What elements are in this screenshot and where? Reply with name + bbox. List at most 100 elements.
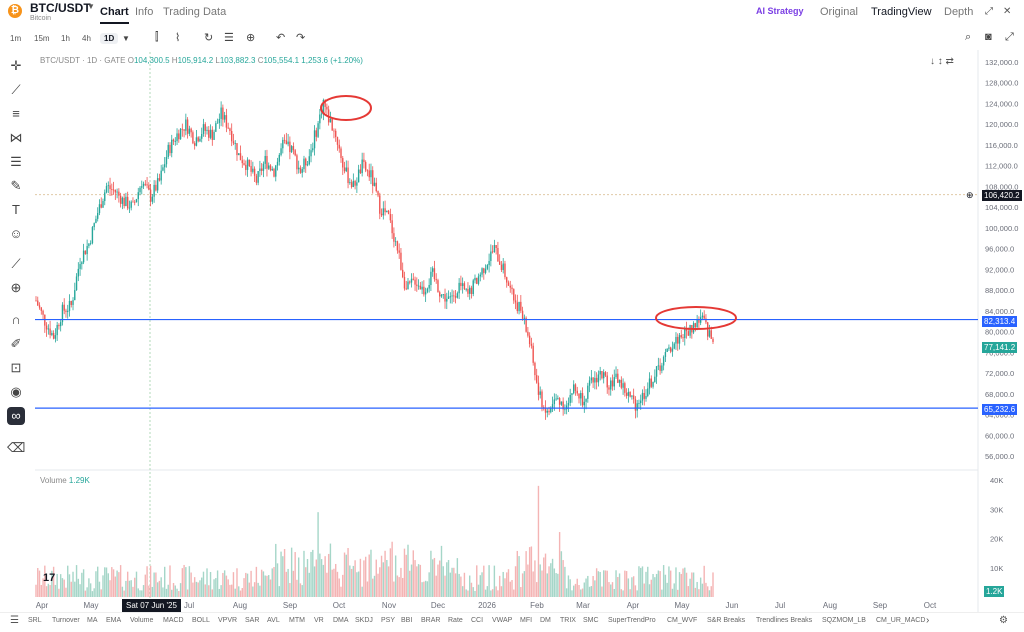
pair-title[interactable]: BTC/USDT bbox=[30, 1, 91, 15]
timeframe-1m[interactable]: 1m bbox=[10, 34, 22, 43]
chevron-right-icon[interactable]: › bbox=[926, 615, 930, 626]
ai-strategy-button[interactable]: AI Strategy bbox=[756, 6, 804, 16]
pattern-icon[interactable]: ⋈ bbox=[9, 130, 23, 145]
fullscreen-icon[interactable]: ⤢ bbox=[1005, 31, 1014, 43]
volume-bar bbox=[493, 565, 496, 597]
candle-body bbox=[317, 123, 319, 137]
timeframe-dropdown-icon[interactable]: ▼ bbox=[122, 34, 130, 43]
y-tick-label: 104,000.0 bbox=[985, 203, 1018, 212]
candle-body bbox=[382, 208, 385, 216]
indicator-s-r-breaks[interactable]: S&R Breaks bbox=[707, 617, 746, 624]
indicator-volume[interactable]: Volume bbox=[130, 617, 154, 624]
indicator-turnover[interactable]: Turnover bbox=[52, 617, 80, 624]
add-alert-icon[interactable]: ⊕ bbox=[966, 190, 974, 200]
timeframe-4h[interactable]: 4h bbox=[82, 34, 91, 43]
indicator-dma[interactable]: DMA bbox=[333, 617, 349, 624]
replay-icon[interactable]: ↻ bbox=[204, 32, 214, 44]
chevron-down-icon[interactable]: ▼ bbox=[87, 2, 95, 11]
close-icon[interactable]: ✕ bbox=[1003, 6, 1012, 17]
volume-bar bbox=[451, 567, 453, 597]
indicator-vpvr[interactable]: VPVR bbox=[218, 617, 238, 624]
indicator-vwap[interactable]: VWAP bbox=[492, 617, 513, 624]
link-icon[interactable]: ∞ bbox=[7, 407, 25, 425]
volume-bar bbox=[430, 550, 432, 597]
fib-icon[interactable]: ☰ bbox=[10, 154, 22, 169]
crosshair-icon[interactable]: ✛ bbox=[10, 58, 22, 73]
candle-type-icon[interactable]: ⫿ bbox=[155, 31, 159, 43]
indicator-ema[interactable]: EMA bbox=[106, 617, 122, 624]
camera-icon[interactable]: ◙ bbox=[985, 31, 992, 43]
indicator-sqzmom-lb[interactable]: SQZMOM_LB bbox=[822, 617, 866, 624]
indicator-trix[interactable]: TRIX bbox=[560, 617, 576, 624]
eye-icon[interactable]: ◉ bbox=[10, 384, 22, 399]
redo-icon[interactable]: ↷ bbox=[296, 32, 306, 44]
tab-trading-data[interactable]: Trading Data bbox=[163, 6, 227, 18]
volume-bar bbox=[650, 579, 652, 597]
indicator-mfi[interactable]: MFI bbox=[520, 617, 533, 624]
brush-icon[interactable]: ✎ bbox=[10, 178, 22, 193]
indicator-skdj[interactable]: SKDJ bbox=[355, 617, 373, 624]
indicator-ma[interactable]: MA bbox=[87, 617, 98, 624]
view-original[interactable]: Original bbox=[820, 6, 858, 18]
indicator-trendlines-breaks[interactable]: Trendlines Breaks bbox=[756, 617, 813, 624]
lock-draw-icon[interactable]: ✐ bbox=[10, 336, 22, 351]
timeframe-15m[interactable]: 15m bbox=[34, 34, 50, 43]
text-icon[interactable]: T bbox=[12, 202, 20, 217]
tab-info[interactable]: Info bbox=[135, 6, 154, 18]
indicator-dm[interactable]: DM bbox=[540, 617, 551, 624]
zoom-icon[interactable]: ⊕ bbox=[10, 280, 22, 295]
indicator-boll[interactable]: BOLL bbox=[192, 617, 210, 624]
volume-bar bbox=[188, 566, 191, 597]
indicator-smc[interactable]: SMC bbox=[583, 617, 599, 624]
indicator-srl[interactable]: SRL bbox=[28, 617, 42, 624]
magnet-icon[interactable]: ∩ bbox=[11, 312, 21, 327]
indicator-cm-wvf[interactable]: CM_WVF bbox=[667, 617, 698, 624]
lock-icon[interactable]: ⊡ bbox=[10, 360, 22, 375]
indicator-bbi[interactable]: BBI bbox=[401, 617, 413, 624]
trash-icon[interactable]: ⌫ bbox=[7, 440, 26, 455]
ruler-icon[interactable]: ⟋ bbox=[11, 256, 21, 271]
chart-action-icons[interactable]: ↓ ↕ ⇄ bbox=[930, 56, 954, 67]
indicator-settings-icon[interactable]: ☰ bbox=[10, 615, 19, 626]
candle-body bbox=[179, 128, 182, 140]
gear-icon[interactable]: ⚙ bbox=[999, 615, 1008, 626]
indicator-supertrendpro[interactable]: SuperTrendPro bbox=[608, 617, 656, 624]
candle-body bbox=[49, 328, 51, 335]
candle-body bbox=[567, 402, 570, 406]
timeframe-1d[interactable]: 1D bbox=[100, 33, 119, 44]
indicator-cci[interactable]: CCI bbox=[471, 617, 484, 624]
candle-body bbox=[111, 189, 113, 190]
indicator-cm-ur-macd[interactable]: CM_UR_MACD bbox=[876, 617, 926, 624]
view-depth[interactable]: Depth bbox=[944, 6, 974, 18]
indicators-icon[interactable]: ⌇ bbox=[175, 32, 181, 44]
volume-bar bbox=[632, 576, 635, 597]
indicator-macd[interactable]: MACD bbox=[163, 617, 184, 624]
settings-icon[interactable]: ☰ bbox=[224, 32, 234, 44]
timeframe-1h[interactable]: 1h bbox=[61, 34, 70, 43]
indicator-avl[interactable]: AVL bbox=[267, 617, 280, 624]
indicator-psy[interactable]: PSY bbox=[381, 617, 396, 624]
expand-icon[interactable]: ⤢ bbox=[985, 6, 993, 17]
alert-icon[interactable]: ⊕ bbox=[246, 32, 256, 44]
candle-body bbox=[289, 141, 291, 153]
line-icon[interactable]: ⟋ bbox=[11, 82, 21, 97]
indicator-rate[interactable]: Rate bbox=[448, 617, 463, 624]
hlines-icon[interactable]: ≡ bbox=[12, 106, 20, 121]
volume-bar bbox=[135, 571, 138, 597]
candle-body bbox=[587, 385, 589, 399]
indicator-brar[interactable]: BRAR bbox=[421, 617, 441, 624]
search-icon[interactable]: ⌕ bbox=[965, 31, 972, 43]
indicator-vr[interactable]: VR bbox=[314, 617, 324, 624]
view-tradingview[interactable]: TradingView bbox=[871, 6, 932, 18]
emoji-icon[interactable]: ☺ bbox=[9, 226, 23, 241]
candle-body bbox=[296, 155, 298, 170]
undo-icon[interactable]: ↶ bbox=[276, 32, 286, 44]
volume-bar bbox=[139, 590, 141, 597]
tab-chart[interactable]: Chart bbox=[100, 6, 129, 24]
indicator-mtm[interactable]: MTM bbox=[289, 617, 305, 624]
candle-body bbox=[366, 170, 369, 172]
volume-bar bbox=[347, 548, 349, 597]
indicator-sar[interactable]: SAR bbox=[245, 617, 260, 624]
volume-bar bbox=[666, 582, 668, 597]
